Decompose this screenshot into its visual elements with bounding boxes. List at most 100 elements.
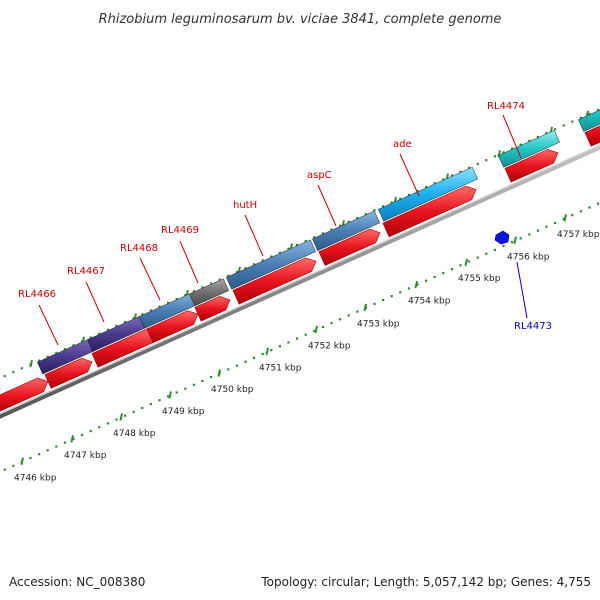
- inner-tick-dot: [330, 228, 333, 231]
- outer-tick-dot: [244, 360, 247, 363]
- genome-summary-text: Topology: circular; Length: 5,057,142 bp…: [260, 575, 591, 589]
- scale-tick-label: 4749 kbp: [162, 407, 205, 417]
- gene-feature-aspc: [312, 210, 380, 252]
- cds-forward-arrow: [504, 148, 559, 183]
- inner-tick-dot: [536, 135, 539, 139]
- inner-tick-dot: [106, 328, 109, 331]
- inner-tick-dot: [502, 151, 505, 154]
- map-title: Rhizobium leguminosarum bv. viciae 3841,…: [99, 12, 502, 27]
- inner-tick-dot: [201, 286, 204, 289]
- gene-feature-rl4469: [189, 278, 229, 307]
- scale-tick-label: 4756 kbp: [507, 252, 550, 262]
- inner-tick-dot: [313, 236, 316, 239]
- outer-tick-dot: [3, 468, 6, 471]
- gene-label-rl4474: RL4474: [487, 101, 525, 112]
- gene-label-aspc: aspC: [307, 170, 332, 181]
- scale-major-tick: [513, 236, 517, 244]
- outer-tick-dot: [450, 268, 453, 271]
- outer-tick-dot: [55, 445, 58, 448]
- outer-tick-dot: [347, 314, 350, 317]
- scale-tick-label: 4757 kbp: [557, 230, 600, 240]
- inner-tick-dot: [46, 355, 49, 358]
- inner-tick-dot: [89, 336, 92, 339]
- outer-tick-dot: [382, 298, 385, 302]
- outer-tick-dot: [89, 429, 92, 433]
- outer-tick-dot: [562, 217, 565, 221]
- inner-tick-dot: [554, 128, 557, 131]
- outer-tick-dot: [175, 391, 178, 394]
- label-layer: 4746 kbp 4747 kbp 4748 kbp 4749 kbp 4750 kbp…: [14, 101, 600, 483]
- inner-tick-dot: [356, 216, 359, 220]
- inner-tick-dot: [3, 374, 6, 378]
- inner-tick-dot: [364, 213, 367, 216]
- outer-tick-dot: [554, 221, 557, 224]
- outer-tick-dot: [373, 302, 376, 305]
- gene-feature-rl4473: [494, 230, 510, 245]
- inner-tick-dot: [227, 274, 230, 277]
- outer-tick-dot: [72, 437, 75, 440]
- inner-tick-dot: [321, 232, 324, 235]
- inner-major-tick: [29, 359, 33, 368]
- gene-label-rl4473: RL4473: [514, 321, 552, 332]
- inner-tick-dot: [167, 301, 170, 304]
- inner-tick-dot: [192, 290, 195, 293]
- outer-tick-dot: [158, 399, 161, 402]
- gene-label-leader: [516, 261, 528, 319]
- outer-tick-dot: [571, 214, 574, 217]
- inner-tick-dot: [55, 351, 58, 355]
- inner-tick-dot: [149, 309, 152, 312]
- scale-tick-label: 4747 kbp: [64, 451, 107, 461]
- gene-label-rl4467: RL4467: [67, 266, 105, 277]
- outer-tick-dot: [106, 422, 109, 425]
- scale-major-tick: [464, 258, 468, 266]
- outer-tick-dot: [210, 376, 213, 379]
- scale-major-tick: [168, 391, 172, 399]
- scale-major-tick: [563, 214, 567, 222]
- outer-tick-dot: [227, 368, 230, 371]
- cds-forward-arrow: [44, 357, 93, 389]
- outer-tick-dot: [416, 283, 419, 286]
- gene-feature-ade: [378, 166, 478, 222]
- inner-tick-dot: [12, 371, 15, 374]
- inner-tick-dot: [63, 347, 66, 351]
- scale-major-tick: [217, 369, 221, 377]
- outer-tick-dot: [98, 426, 101, 429]
- gene-label-rl4466: RL4466: [18, 289, 56, 300]
- gene-feature-rl4474: [498, 130, 560, 168]
- outer-tick-dot: [192, 383, 195, 386]
- inner-tick-dot: [98, 332, 101, 335]
- inner-tick-dot: [399, 197, 402, 200]
- scale-tick-label: 4751 kbp: [259, 363, 302, 373]
- outer-tick-dot: [141, 406, 144, 410]
- inner-tick-dot: [519, 143, 522, 146]
- inner-tick-dot: [244, 266, 247, 270]
- gene-label-leader: [85, 281, 105, 323]
- outer-tick-dot: [399, 291, 402, 294]
- outer-tick-dot: [235, 364, 238, 367]
- outer-tick-dot: [296, 337, 299, 340]
- gene-label-leader: [399, 153, 420, 197]
- scale-major-tick: [314, 325, 318, 334]
- inner-tick-dot: [261, 259, 264, 262]
- outer-tick-dot: [261, 352, 264, 356]
- inner-tick-dot: [485, 159, 488, 162]
- inner-tick-dot: [141, 313, 144, 316]
- inner-tick-dot: [416, 189, 419, 193]
- inner-tick-dot: [545, 132, 548, 135]
- inner-tick-dot: [468, 166, 471, 169]
- inner-tick-dot: [278, 251, 281, 254]
- cds-forward-arrow: [382, 185, 477, 238]
- inner-tick-dot: [304, 239, 307, 243]
- outer-tick-dot: [442, 271, 445, 275]
- outer-tick-dot: [132, 410, 135, 413]
- outer-tick-dot: [425, 279, 428, 282]
- scale-major-tick: [414, 280, 418, 289]
- inner-tick-dot: [72, 344, 75, 347]
- inner-tick-dot: [175, 297, 178, 301]
- inner-tick-dot: [235, 270, 238, 274]
- outer-tick-dot: [81, 433, 84, 437]
- inner-tick-dot: [493, 155, 496, 158]
- outer-tick-dot: [485, 252, 488, 255]
- inner-tick-dot: [339, 224, 342, 227]
